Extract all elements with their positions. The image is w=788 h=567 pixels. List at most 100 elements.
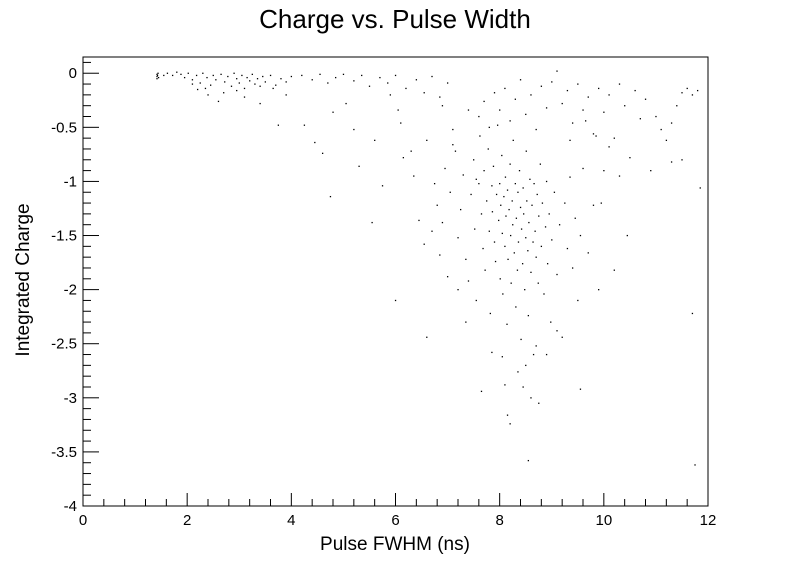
data-point bbox=[206, 76, 208, 79]
data-point bbox=[541, 202, 544, 204]
data-point bbox=[699, 187, 701, 189]
data-point bbox=[433, 182, 436, 185]
data-point bbox=[569, 176, 571, 178]
data-point bbox=[249, 80, 251, 82]
data-point bbox=[303, 124, 306, 126]
data-point bbox=[467, 109, 470, 111]
data-point bbox=[285, 94, 287, 96]
data-point bbox=[571, 122, 574, 124]
data-point bbox=[502, 293, 504, 295]
data-point bbox=[483, 170, 485, 172]
data-point bbox=[506, 323, 508, 325]
data-point bbox=[660, 128, 662, 131]
data-point bbox=[499, 182, 501, 185]
data-point bbox=[275, 84, 277, 86]
data-point bbox=[504, 87, 506, 90]
data-point bbox=[556, 330, 558, 332]
data-point bbox=[457, 289, 459, 291]
data-point bbox=[506, 414, 509, 416]
data-point bbox=[522, 187, 524, 189]
data-point bbox=[191, 79, 194, 81]
data-point bbox=[345, 102, 347, 105]
data-point bbox=[538, 215, 540, 217]
data-point bbox=[670, 161, 673, 163]
data-point bbox=[394, 74, 397, 77]
data-point bbox=[527, 314, 530, 317]
data-point bbox=[634, 89, 636, 92]
x-tick-label: 8 bbox=[495, 512, 503, 529]
data-point bbox=[488, 230, 490, 232]
data-point bbox=[415, 79, 418, 81]
data-point bbox=[358, 165, 360, 167]
data-point bbox=[545, 180, 548, 183]
data-point bbox=[691, 312, 694, 315]
data-point bbox=[233, 72, 235, 74]
data-point bbox=[571, 267, 574, 269]
data-point bbox=[163, 74, 165, 77]
data-point bbox=[465, 258, 467, 261]
data-point bbox=[510, 234, 512, 237]
data-point bbox=[454, 150, 457, 152]
data-point bbox=[550, 321, 552, 323]
data-point bbox=[514, 182, 516, 185]
data-point bbox=[587, 252, 589, 254]
data-point bbox=[566, 247, 569, 250]
data-point bbox=[236, 89, 238, 92]
data-point bbox=[262, 75, 264, 78]
data-point bbox=[210, 84, 212, 86]
data-point bbox=[676, 105, 678, 107]
data-point bbox=[537, 282, 539, 284]
data-point bbox=[487, 148, 489, 150]
data-point bbox=[387, 82, 389, 84]
data-point bbox=[264, 81, 266, 83]
data-point bbox=[556, 273, 558, 276]
data-point bbox=[446, 276, 449, 278]
x-tick-label: 2 bbox=[183, 512, 191, 529]
data-point bbox=[521, 263, 524, 265]
data-point bbox=[290, 75, 293, 78]
data-point bbox=[484, 269, 486, 271]
data-point bbox=[515, 306, 517, 308]
data-point bbox=[157, 72, 159, 74]
data-point bbox=[467, 280, 470, 282]
data-point bbox=[156, 75, 158, 78]
y-axis-label: Integrated Charge bbox=[13, 203, 34, 356]
data-point bbox=[520, 228, 523, 230]
data-point bbox=[613, 269, 615, 271]
data-point bbox=[156, 73, 158, 76]
data-point bbox=[518, 170, 521, 172]
data-point bbox=[207, 94, 209, 96]
data-point bbox=[694, 464, 696, 466]
y-tick-label: -1.5 bbox=[51, 228, 77, 245]
data-point bbox=[479, 135, 481, 137]
data-point bbox=[329, 195, 332, 198]
data-point bbox=[321, 152, 324, 154]
data-point bbox=[474, 228, 476, 230]
data-point bbox=[475, 299, 477, 302]
data-point bbox=[582, 109, 584, 111]
data-point bbox=[519, 79, 522, 81]
data-point bbox=[558, 224, 561, 226]
data-point bbox=[548, 213, 550, 215]
data-point bbox=[251, 73, 253, 76]
data-point bbox=[501, 356, 503, 358]
data-point bbox=[379, 76, 381, 79]
axis-tick-labels: 0 2 4 6 8 10 12 0 -0.5 -1 -1.5 -2 -2.5 -3 -3.5 -4 bbox=[51, 65, 716, 529]
data-point bbox=[473, 159, 475, 161]
data-point bbox=[561, 336, 563, 338]
data-point bbox=[501, 232, 503, 235]
data-point bbox=[285, 81, 287, 83]
data-point bbox=[217, 100, 220, 103]
data-point bbox=[524, 289, 526, 291]
data-point bbox=[368, 85, 371, 87]
data-point bbox=[301, 74, 303, 77]
data-point bbox=[446, 82, 449, 84]
data-point bbox=[199, 82, 201, 84]
data-point bbox=[592, 133, 595, 135]
data-point bbox=[579, 234, 582, 237]
data-point bbox=[478, 182, 480, 185]
data-point bbox=[624, 105, 626, 107]
data-point bbox=[587, 96, 589, 98]
data-point bbox=[332, 111, 334, 113]
data-point bbox=[540, 245, 543, 248]
